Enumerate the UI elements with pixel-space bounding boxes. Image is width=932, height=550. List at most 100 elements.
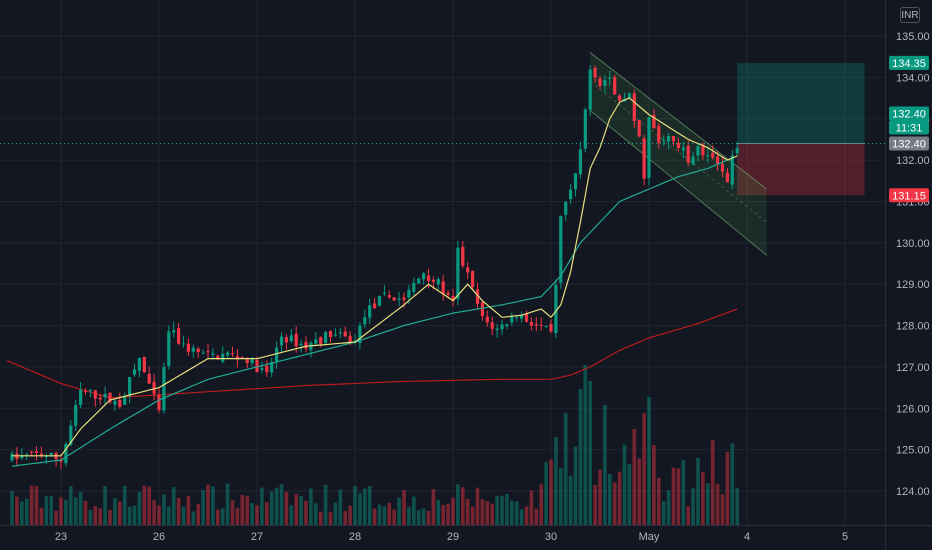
volume-bar	[701, 472, 705, 525]
candle-body	[177, 328, 181, 344]
candle-body	[402, 297, 406, 300]
volume-bar	[598, 469, 602, 525]
candle-body	[216, 355, 220, 360]
price-badge-text: 131.15	[892, 190, 926, 202]
volume-bar	[563, 413, 568, 525]
volume-bar	[44, 496, 49, 525]
candle-body	[392, 297, 396, 301]
candle-body	[250, 357, 254, 364]
candle-body	[108, 392, 112, 403]
volume-bar	[676, 468, 681, 525]
volume-bar	[108, 510, 112, 525]
volume-bar	[671, 467, 676, 525]
volume-bar	[265, 502, 269, 525]
candle-body	[603, 80, 607, 86]
volume-bar	[735, 487, 739, 525]
volume-bar	[720, 494, 725, 525]
currency-label[interactable]: INR	[900, 7, 920, 23]
loss-zone	[737, 143, 865, 196]
volume-bar	[255, 505, 259, 525]
candle-body	[348, 335, 352, 344]
volume-bar	[421, 508, 426, 525]
candle-body	[471, 270, 475, 287]
candle-body	[338, 332, 342, 334]
candle-body	[128, 377, 132, 397]
candle-body	[647, 117, 651, 178]
volume-bar	[299, 495, 303, 525]
volume-bar	[157, 505, 161, 525]
volume-bar	[446, 503, 450, 525]
candle-body	[446, 292, 450, 295]
volume-bar	[514, 501, 519, 525]
volume-bar	[211, 486, 215, 525]
volume-bar	[519, 509, 524, 525]
volume-bar	[622, 444, 627, 525]
candle-body	[118, 399, 122, 407]
volume-bar	[554, 437, 558, 525]
candle-body	[564, 201, 568, 215]
volume-bar	[274, 487, 279, 525]
candle-body	[436, 279, 440, 285]
candle-body	[59, 459, 63, 462]
volume-bar	[20, 501, 24, 525]
price-badge-text: 132.40	[892, 109, 926, 121]
candle-body	[534, 324, 538, 326]
candle-body	[480, 302, 484, 317]
volume-bar	[137, 492, 142, 525]
candle-body	[64, 443, 68, 464]
volume-bar	[127, 506, 132, 525]
candle-body	[279, 336, 284, 346]
candle-body	[510, 315, 514, 323]
volume-bar	[686, 506, 690, 525]
candle-body	[162, 367, 166, 411]
volume-bar	[612, 482, 617, 525]
volume-bar	[260, 487, 264, 525]
candle-body	[593, 67, 597, 78]
volume-bar	[304, 500, 308, 525]
price-tick-label: 135.00	[896, 31, 930, 43]
volume-bar	[171, 487, 176, 525]
volume-bar	[451, 497, 455, 525]
candle-body	[686, 145, 690, 163]
volume-bar	[230, 500, 235, 525]
volume-bar	[250, 503, 254, 525]
candle-body	[456, 247, 460, 300]
candle-body	[191, 347, 195, 352]
volume-bar	[54, 510, 58, 525]
volume-bar	[122, 485, 127, 525]
candle-body	[44, 456, 48, 458]
volume-bar	[113, 498, 117, 525]
volume-bar	[603, 405, 607, 525]
candle-body	[407, 289, 411, 298]
candle-body	[720, 163, 725, 172]
volume-bar	[666, 490, 671, 525]
time-tick-label: 26	[153, 531, 165, 543]
volume-bar	[510, 500, 514, 525]
volume-bar	[142, 485, 147, 525]
candle-body	[652, 114, 656, 128]
volume-bar	[715, 483, 720, 525]
volume-bar	[318, 511, 323, 525]
candle-body	[549, 323, 553, 332]
time-axis[interactable]: 23 26 27 28 29 30 May 4 5	[55, 531, 848, 543]
candle-body	[373, 303, 377, 309]
candle-body	[88, 389, 92, 391]
candle-body	[221, 353, 225, 362]
profit-zone	[737, 62, 865, 144]
volume-bar	[549, 459, 553, 525]
price-tick-label: 130.00	[896, 238, 930, 250]
candle-body	[377, 296, 382, 306]
time-tick-label: May	[639, 531, 660, 543]
volume-bar	[627, 463, 632, 525]
volume-bar	[289, 505, 294, 525]
price-axis[interactable]: 135.00134.00133.00132.00131.00130.00129.…	[896, 31, 930, 498]
candle-body	[196, 348, 200, 353]
volume-bar	[220, 508, 225, 525]
long-position-tool[interactable]	[737, 62, 865, 196]
volume-bar	[588, 381, 592, 525]
price-badge-text: 11:31	[896, 123, 923, 135]
volume-bar	[323, 484, 328, 525]
volume-bar	[39, 507, 44, 525]
